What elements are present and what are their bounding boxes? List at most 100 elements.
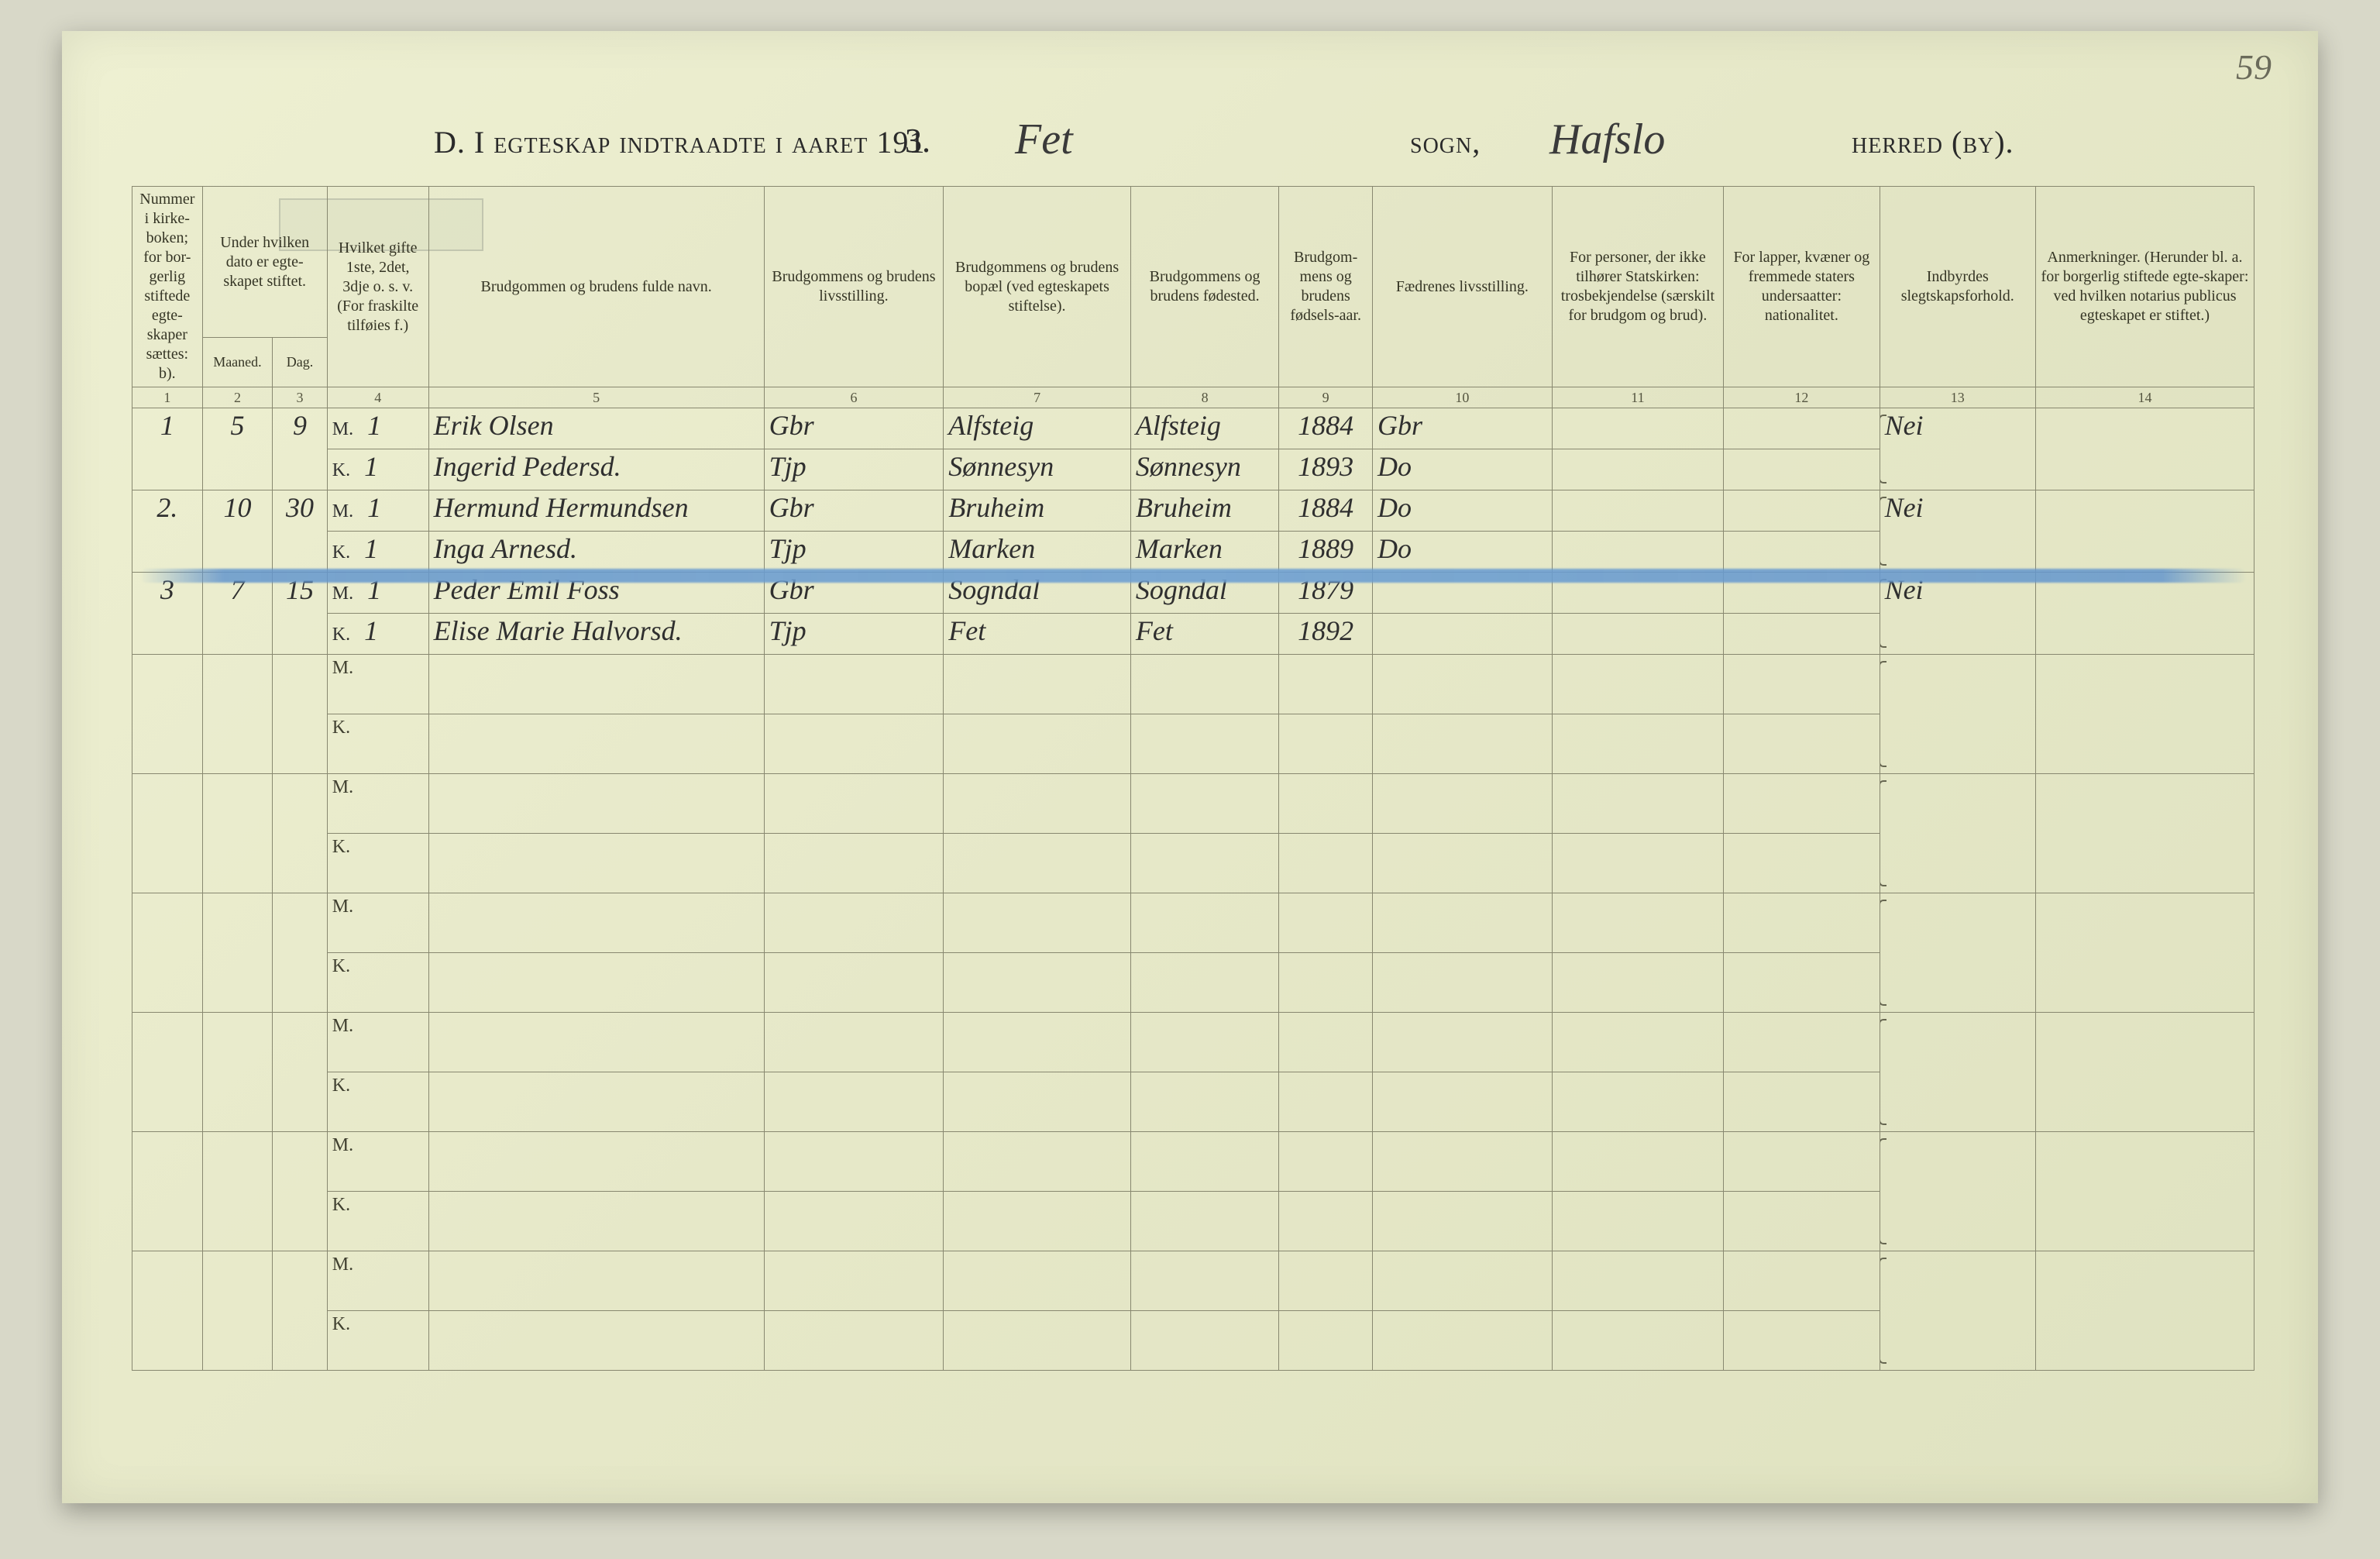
entry-far-k: Do — [1373, 532, 1553, 573]
blank — [1279, 953, 1373, 1013]
entry-far-m — [1373, 573, 1553, 614]
entry-num: 1 — [132, 408, 203, 490]
blank — [428, 714, 764, 774]
entry-tros-k — [1552, 532, 1724, 573]
blank — [1880, 893, 2035, 1013]
col-header-11: For lapper, kvæner og fremmede staters u… — [1724, 187, 1880, 387]
col-header-8: Brudgom-mens og brudens fødsels-aar. — [1279, 187, 1373, 387]
entry-tros-k — [1552, 449, 1724, 490]
table-head: Nummer i kirke-boken; for bor-gerlig sti… — [132, 187, 2254, 408]
blank — [428, 1072, 764, 1132]
blank — [1552, 655, 1724, 714]
colnum-11: 11 — [1552, 387, 1724, 408]
colnum-14: 14 — [2035, 387, 2254, 408]
entry-far-k: Do — [1373, 449, 1553, 490]
blank — [1724, 1251, 1880, 1311]
entry-fodested-m: Alfsteig — [1130, 408, 1278, 449]
blank — [944, 1192, 1131, 1251]
blank — [1724, 834, 1880, 893]
blank — [764, 1251, 944, 1311]
entry-bopael-k: Marken — [944, 532, 1131, 573]
blank — [1279, 1311, 1373, 1371]
blank — [428, 1192, 764, 1251]
blank — [428, 893, 764, 953]
colnum-6: 6 — [764, 387, 944, 408]
blank-mk: M. — [327, 774, 428, 834]
col-header-9: Fædrenes livsstilling. — [1373, 187, 1553, 387]
blank — [1279, 834, 1373, 893]
blank-mk: M. — [327, 655, 428, 714]
blank — [1373, 893, 1553, 953]
page-number: 59 — [2236, 46, 2272, 88]
entry-stilling-k: Tjp — [764, 449, 944, 490]
blank — [1373, 655, 1553, 714]
entry-navn-m: Peder Emil Foss — [428, 573, 764, 614]
entry-nat-m — [1724, 408, 1880, 449]
blank-mk: K. — [327, 1072, 428, 1132]
blank — [1552, 1251, 1724, 1311]
blank-row: M. — [132, 1251, 2254, 1311]
blank — [273, 1132, 327, 1251]
blank — [1279, 1132, 1373, 1192]
blank — [764, 714, 944, 774]
blank — [1552, 1132, 1724, 1192]
blank-mk: M. — [327, 1013, 428, 1072]
blank — [1279, 1072, 1373, 1132]
blank — [202, 774, 273, 893]
blank — [428, 1311, 764, 1371]
blank — [1880, 655, 2035, 774]
entry-fodested-m: Bruheim — [1130, 490, 1278, 532]
blank — [273, 655, 327, 774]
entry-aar-m: 1884 — [1279, 408, 1373, 449]
blank — [273, 1013, 327, 1132]
entry-far-m: Gbr — [1373, 408, 1553, 449]
blank — [2035, 1013, 2254, 1132]
col-header-7: Brudgommens og brudens fødested. — [1130, 187, 1278, 387]
heading-year-suffix: 3. — [905, 121, 930, 160]
heading-herred-label: herred (by). — [1852, 124, 2014, 160]
blank-mk: K. — [327, 953, 428, 1013]
blank — [132, 774, 203, 893]
blank — [202, 1132, 273, 1251]
blank — [132, 1132, 203, 1251]
entry-aar-m: 1884 — [1279, 490, 1373, 532]
entry-fodested-k: Marken — [1130, 532, 1278, 573]
colnum-13: 13 — [1880, 387, 2035, 408]
blank — [1724, 1132, 1880, 1192]
blank — [764, 655, 944, 714]
heading-sogn-label: sogn, — [1410, 124, 1481, 160]
blank — [1552, 714, 1724, 774]
blank — [273, 893, 327, 1013]
marriage-register-table: Nummer i kirke-boken; for bor-gerlig sti… — [132, 186, 2254, 1371]
blank — [944, 1251, 1131, 1311]
blank — [2035, 774, 2254, 893]
entry-slegt: Nei — [1880, 490, 2035, 573]
colnum-9: 9 — [1279, 387, 1373, 408]
entry-stilling-m: Gbr — [764, 490, 944, 532]
blank — [944, 774, 1131, 834]
blank — [944, 834, 1131, 893]
blank — [1880, 1251, 2035, 1371]
col-header-4: Brudgommen og brudens fulde navn. — [428, 187, 764, 387]
blank — [1279, 655, 1373, 714]
blank — [132, 1013, 203, 1132]
blank — [764, 1132, 944, 1192]
entry-navn-k: Ingerid Pedersd. — [428, 449, 764, 490]
blank — [1279, 1251, 1373, 1311]
entry-num: 2. — [132, 490, 203, 573]
blank — [1552, 1072, 1724, 1132]
entry-nat-k — [1724, 614, 1880, 655]
heading-sogn-value: Fet — [1015, 115, 1073, 164]
entry-anm — [2035, 408, 2254, 490]
blank — [1880, 1132, 2035, 1251]
blank — [1373, 1192, 1553, 1251]
entry-stilling-m: Gbr — [764, 408, 944, 449]
blank — [428, 1013, 764, 1072]
blank — [1552, 1013, 1724, 1072]
blank-row: M. — [132, 655, 2254, 714]
entry-nat-k — [1724, 449, 1880, 490]
blank-mk: M. — [327, 1132, 428, 1192]
blank — [944, 1311, 1131, 1371]
col-header-12: Indbyrdes slegtskapsforhold. — [1880, 187, 2035, 387]
entry-bopael-m: Sogndal — [944, 573, 1131, 614]
